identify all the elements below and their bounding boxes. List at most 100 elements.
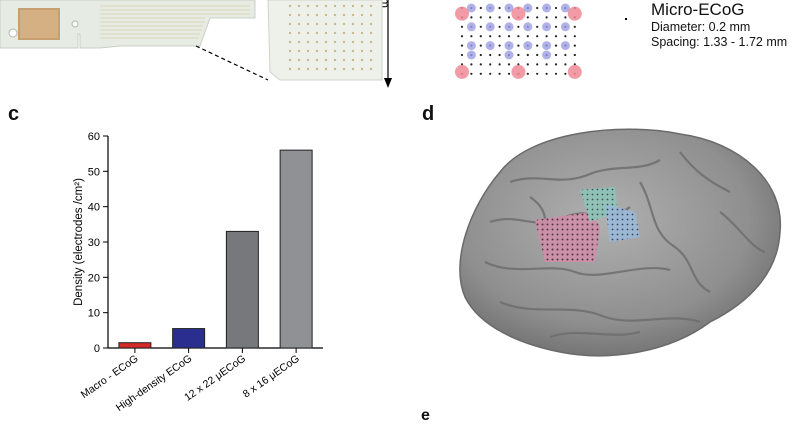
high-density-electrode (485, 41, 495, 51)
grid-electrode-dot (470, 63, 473, 66)
zoom-electrode-dot (315, 31, 319, 35)
grid-electrode-dot (517, 25, 520, 28)
grid-electrode-dot (489, 53, 492, 57)
y-tick-label: 0 (94, 343, 100, 355)
grid-electrode-dot (526, 35, 529, 38)
zoom-electrode-dot (342, 49, 346, 53)
grid-electrode-dot (507, 63, 511, 66)
grid-electrode-dot (479, 63, 482, 66)
zoom-electrode-dot (324, 22, 328, 26)
zoom-electrode-dot (369, 40, 373, 44)
zoom-electrode-dot (315, 4, 319, 8)
grid-electrode-dot (554, 35, 558, 38)
zoom-electrode-dot (333, 31, 337, 35)
grid-electrode-dot (554, 16, 558, 19)
high-density-electrode (504, 41, 514, 51)
zoom-electrode-dot (333, 22, 337, 26)
high-density-electrode (542, 50, 552, 60)
zoom-electrode-dot (360, 4, 364, 8)
grid-electrode-dot (564, 63, 567, 66)
grid-electrode-dot (526, 63, 529, 66)
zoom-electrode-dot (369, 67, 373, 71)
zoom-electrode-dot (297, 4, 301, 8)
high-density-electrode (504, 3, 514, 13)
zoom-electrode-dot (306, 22, 310, 26)
zoom-electrode-dot (288, 49, 292, 53)
zoom-electrode-dot (333, 67, 337, 71)
macro-electrode (455, 64, 469, 79)
high-density-electrode (523, 41, 533, 51)
grid-electrode-dot (460, 53, 464, 57)
zoom-electrode-dot (315, 49, 319, 53)
grid-electrode-dot (470, 72, 473, 75)
zoom-electrode-dot (324, 4, 328, 8)
micro-ecog-array-pink (535, 212, 600, 262)
brain-render (459, 128, 782, 357)
grid-electrode-dot (498, 6, 501, 10)
grid-electrode-dot (479, 35, 482, 38)
zoom-electrode-dot (324, 49, 328, 53)
grid-electrode-dot (564, 53, 567, 57)
zoom-electrode-dot (315, 22, 319, 26)
zoom-electrode-dot (324, 40, 328, 44)
zoom-electrode-dot (360, 40, 364, 44)
zoom-electrode-dot (288, 67, 292, 71)
bar (279, 149, 313, 349)
zoom-electrode-dot (324, 13, 328, 17)
zoom-electrode-dot (360, 13, 364, 17)
zoom-electrode-dot (342, 13, 346, 17)
zoom-electrode-dot (306, 13, 310, 17)
zoom-electrode-dot (360, 49, 364, 53)
panel-label-d: d (422, 103, 435, 125)
y-axis-label: Density (electrodes /cm²) (73, 178, 85, 306)
grid-electrode-dot (536, 6, 539, 10)
grid-electrode-dot (526, 16, 529, 19)
macro-electrode (455, 6, 469, 21)
grid-electrode-dot (573, 25, 576, 28)
zoom-electrode-dot (369, 13, 373, 17)
high-density-electrode (560, 22, 570, 32)
macro-electrode (567, 64, 582, 79)
grid-electrode-dot (554, 44, 558, 47)
grid-electrode-dot (498, 53, 501, 57)
zoom-electrode-dot (324, 31, 328, 35)
zoom-electrode-dot (360, 31, 364, 35)
legend-spacing: Spacing: 1.33 - 1.72 mm (651, 35, 788, 49)
grid-electrode-dot (517, 53, 520, 57)
y-tick-label: 50 (88, 166, 100, 178)
zoom-electrode-dot (315, 58, 319, 62)
grid-electrode-dot (573, 44, 576, 47)
zoom-electrode-dot (306, 49, 310, 53)
macro-electrode (511, 64, 526, 79)
zoom-electrode-dot (288, 22, 292, 26)
grid-electrode-dot (536, 25, 539, 28)
y-tick-label: 10 (88, 308, 100, 320)
high-density-electrode (466, 22, 476, 32)
high-density-electrode (466, 50, 476, 60)
grid-electrode-dot (460, 44, 464, 47)
high-density-electrode (542, 3, 552, 13)
grid-electrode-dot (545, 63, 548, 66)
grid-electrode-dot (498, 63, 501, 66)
zoom-electrode-dot (297, 22, 301, 26)
zoom-electrode-dot (297, 40, 301, 44)
zoom-electrode-dot (315, 67, 319, 71)
high-density-electrode (542, 41, 552, 51)
zoom-electrode-dot (369, 22, 373, 26)
grid-electrode-dot (554, 72, 558, 75)
macro-electrode (567, 6, 582, 21)
grid-electrode-dot (498, 44, 501, 47)
zoom-electrode-dot (342, 58, 346, 62)
y-tick-label: 40 (88, 202, 100, 214)
grid-electrode-dot (479, 72, 482, 75)
grid-electrode-dot (507, 72, 511, 75)
grid-electrode-dot (536, 44, 539, 47)
grid-electrode-dot (554, 6, 558, 10)
zoom-electrode-dot (333, 4, 337, 8)
macro-electrode (511, 6, 526, 21)
legend-diameter: Diameter: 0.2 mm (651, 20, 751, 34)
zoom-electrode-dot (333, 40, 337, 44)
high-density-electrode (466, 3, 476, 13)
